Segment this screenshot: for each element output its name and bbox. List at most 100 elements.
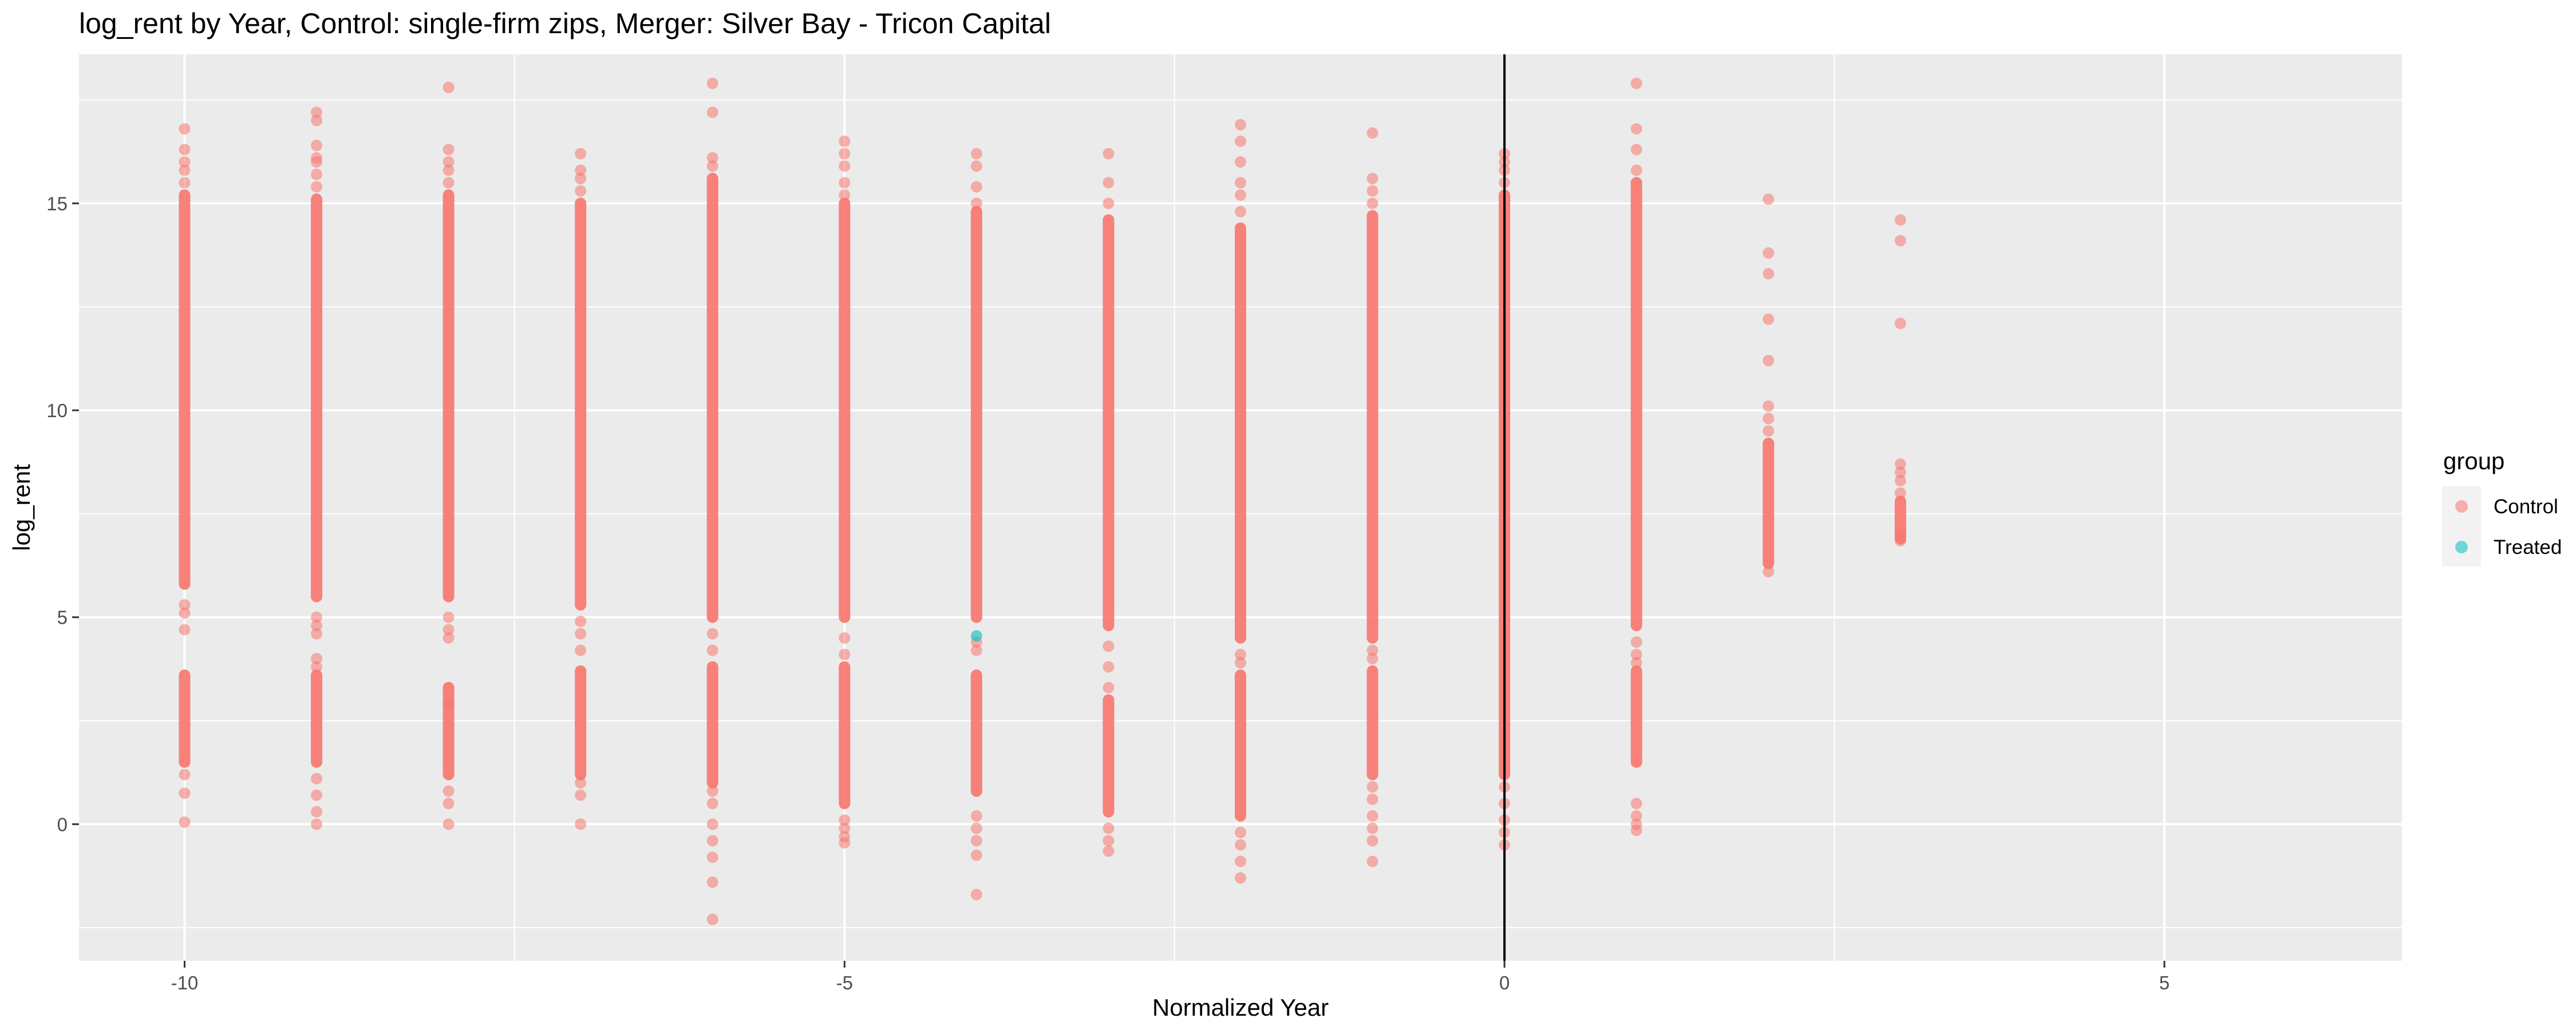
data-point (1894, 466, 1906, 478)
point-cluster (970, 205, 982, 623)
data-point (311, 620, 323, 632)
point-cluster (1103, 214, 1115, 632)
data-point (1630, 144, 1642, 156)
data-point (1103, 177, 1115, 189)
x-tick-label: -10 (171, 972, 199, 993)
data-point (575, 148, 587, 160)
x-axis-title: Normalized Year (1152, 994, 1329, 1021)
point-cluster (1366, 665, 1378, 781)
data-point (442, 144, 455, 156)
data-point (1103, 661, 1115, 673)
legend-key (2455, 541, 2468, 553)
data-point (1366, 810, 1378, 822)
x-tick-label: 5 (2159, 972, 2170, 993)
data-point (575, 777, 587, 789)
point-cluster (575, 197, 587, 611)
data-point (1235, 826, 1246, 838)
data-point (1103, 682, 1115, 694)
data-point (442, 624, 455, 636)
data-point (179, 599, 191, 611)
data-point (1894, 235, 1906, 247)
point-cluster (442, 189, 455, 603)
data-point (575, 615, 587, 627)
data-point (575, 818, 587, 830)
data-point (1894, 458, 1906, 470)
legend: group Control Treated (2442, 447, 2562, 566)
x-tick-label: 0 (1499, 972, 1510, 993)
data-point (1103, 148, 1115, 160)
data-point (970, 889, 982, 901)
data-point (706, 628, 718, 640)
data-point (1235, 872, 1246, 884)
data-point (442, 611, 455, 623)
data-points (179, 77, 1906, 925)
data-point (1235, 648, 1246, 660)
data-point (179, 123, 191, 135)
chart-title: log_rent by Year, Control: single-firm z… (79, 7, 1051, 39)
data-point (1103, 640, 1115, 652)
data-point (1630, 810, 1642, 822)
data-point (442, 164, 455, 176)
data-point (1366, 835, 1378, 847)
y-tick-label: 0 (57, 814, 68, 835)
data-point (1630, 648, 1642, 660)
data-point (1763, 268, 1775, 280)
data-point (970, 810, 982, 822)
point-cluster (442, 682, 455, 781)
data-point (1235, 839, 1246, 851)
point-cluster (179, 189, 191, 590)
data-point (970, 644, 982, 656)
data-point (839, 814, 851, 826)
data-point (311, 611, 323, 623)
data-point (179, 144, 191, 156)
data-point (1103, 845, 1115, 857)
data-point (179, 787, 191, 799)
data-point (311, 114, 323, 126)
data-point (179, 156, 191, 168)
data-point (1235, 118, 1246, 130)
data-point (970, 849, 982, 861)
data-point (1235, 135, 1246, 147)
y-axis-title: log_rent (8, 464, 35, 551)
data-point (1103, 835, 1115, 847)
data-point (1763, 413, 1775, 425)
data-point (1366, 653, 1378, 664)
point-cluster (1630, 177, 1642, 632)
legend-label: Treated (2494, 536, 2562, 558)
point-cluster (706, 172, 718, 623)
data-point (442, 698, 455, 710)
data-point (311, 140, 323, 152)
data-point (311, 818, 323, 830)
data-point (1630, 77, 1642, 89)
data-point (442, 156, 455, 168)
data-point (706, 818, 718, 830)
data-point (1235, 156, 1246, 168)
data-point (706, 835, 718, 847)
data-point (706, 160, 718, 172)
data-point (706, 913, 718, 925)
data-point (1630, 798, 1642, 810)
data-point (1763, 425, 1775, 437)
data-point (1366, 197, 1378, 209)
data-point (970, 181, 982, 193)
data-point (311, 653, 323, 664)
data-point (1630, 164, 1642, 176)
y-tick-label: 15 (46, 193, 68, 214)
data-point (1103, 822, 1115, 834)
point-cluster (1763, 437, 1775, 569)
data-point (970, 160, 982, 172)
y-tick-label: 5 (57, 607, 68, 628)
data-point (1366, 185, 1378, 197)
point-cluster (311, 669, 323, 768)
data-point (1366, 793, 1378, 805)
data-point (706, 106, 718, 118)
data-point (1366, 127, 1378, 139)
data-point (970, 148, 982, 160)
data-point (575, 185, 587, 197)
data-point (575, 164, 587, 176)
data-point (970, 822, 982, 834)
data-point (970, 835, 982, 847)
data-point (839, 632, 851, 644)
data-point (311, 806, 323, 818)
